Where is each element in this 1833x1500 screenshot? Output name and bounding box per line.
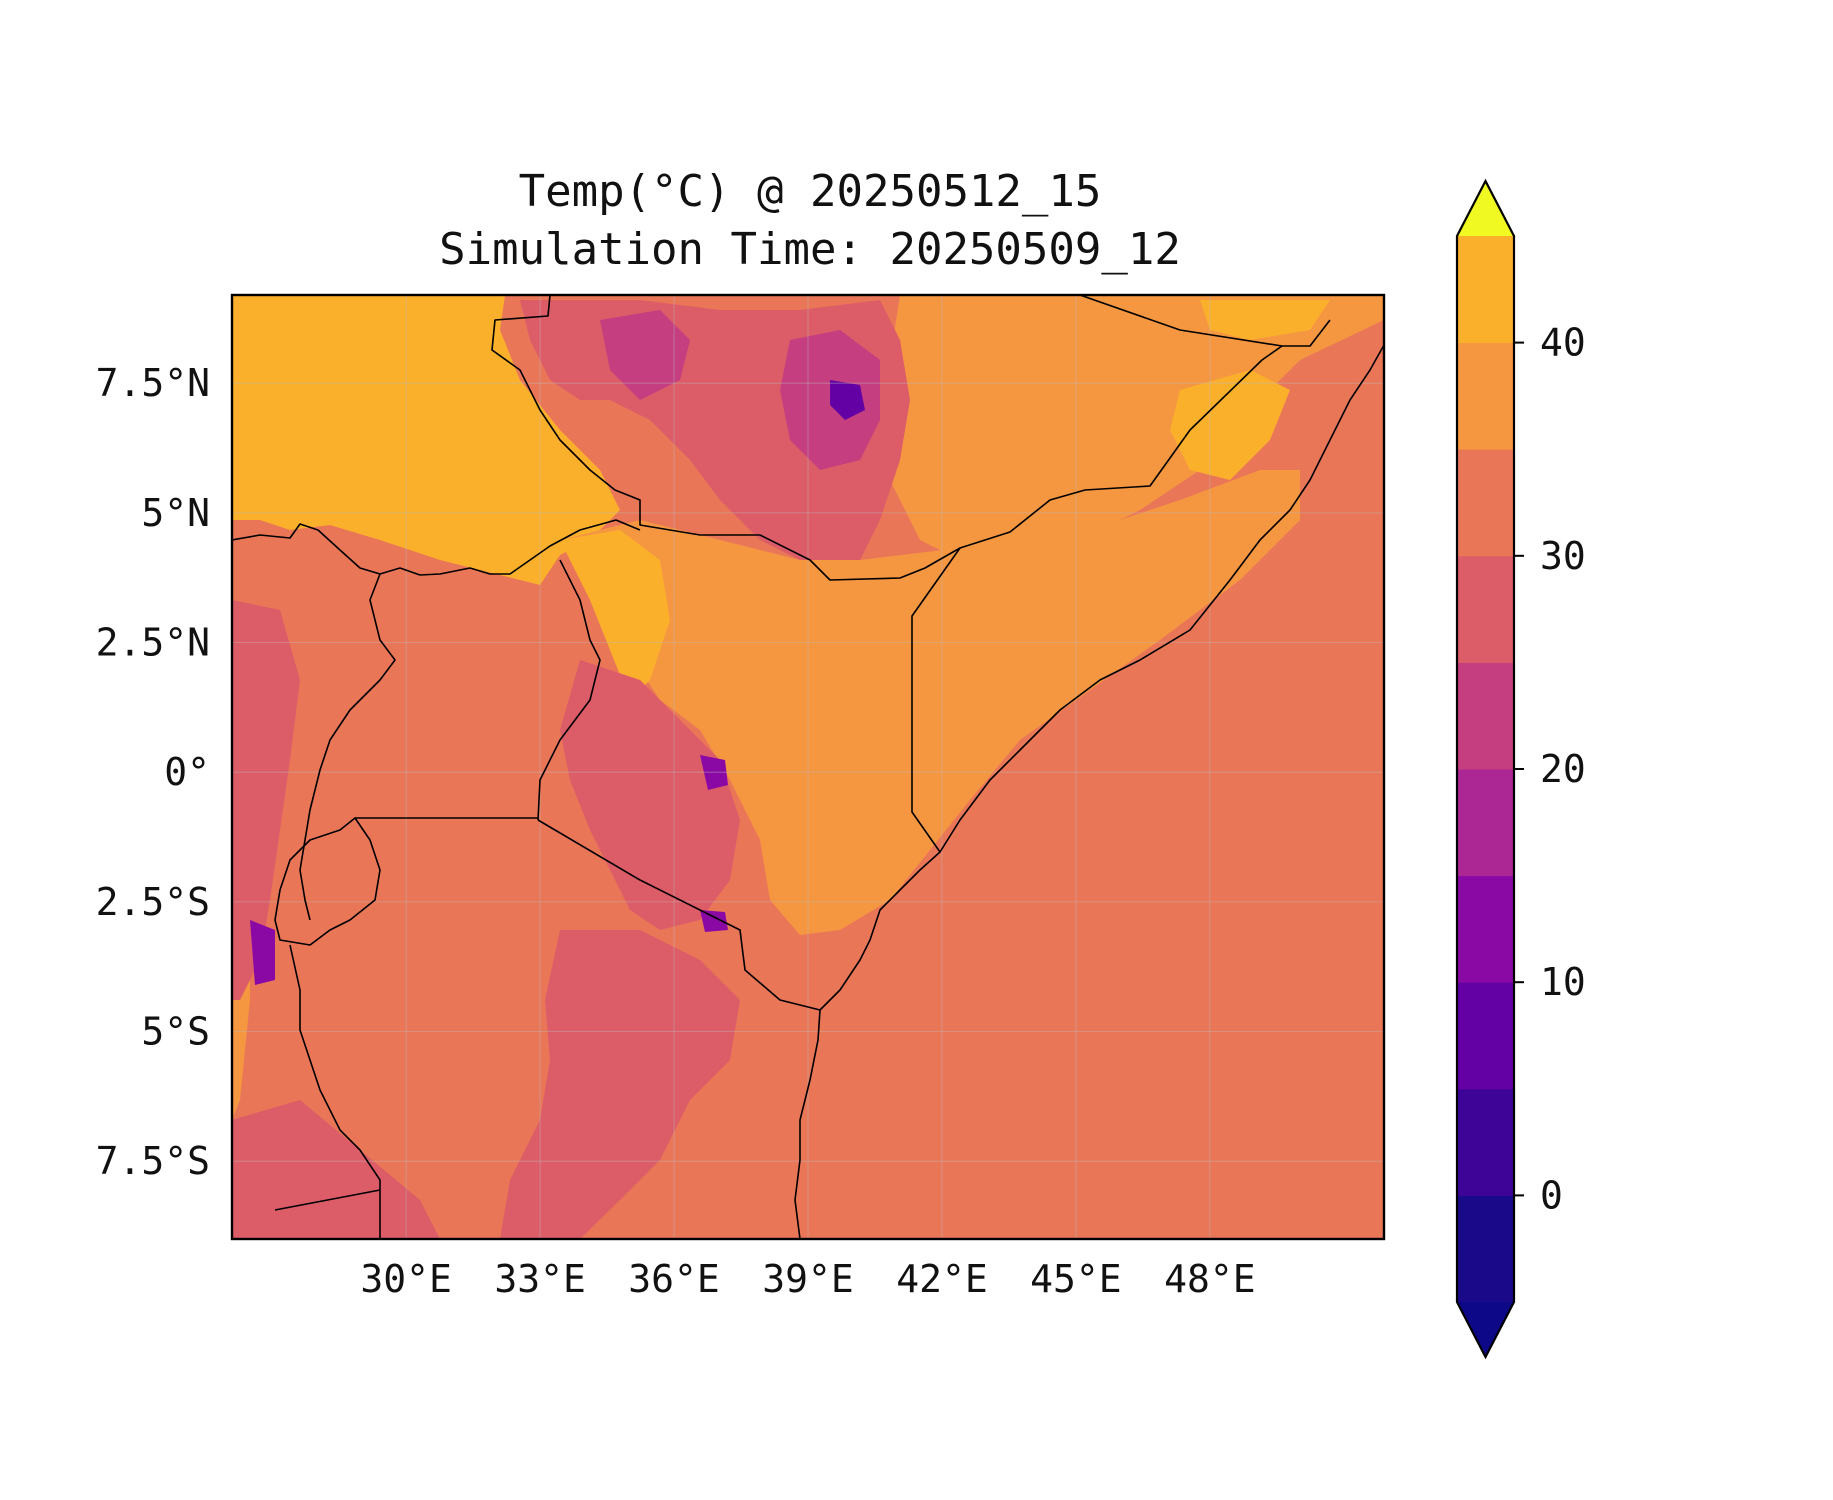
x-tick-label: 42°E xyxy=(896,1257,988,1301)
y-tick-label: 5°S xyxy=(141,1010,210,1054)
colorbar-extend-min xyxy=(1457,1302,1514,1357)
y-tick-label: 7.5°S xyxy=(96,1139,210,1183)
cool-zone-ethiopia-west xyxy=(600,310,690,400)
country-borders xyxy=(232,295,1384,1239)
cool-zone-tanzania-highlands xyxy=(500,930,740,1239)
border-uganda-drc xyxy=(299,573,396,921)
map-frame xyxy=(230,293,1386,1241)
colorbar-segment xyxy=(1457,662,1514,770)
colorbar-extend-max xyxy=(1457,181,1514,236)
colorbar-segment xyxy=(1457,555,1514,663)
hot-zone-northeast xyxy=(1200,300,1330,340)
y-tick-label: 5°N xyxy=(141,491,210,535)
colorbar xyxy=(1455,178,1516,1360)
y-tick-label: 7.5°N xyxy=(96,361,210,405)
coldest-zone-ethiopian-peak xyxy=(830,380,865,420)
colorbar-tick-label: 30 xyxy=(1540,534,1586,578)
colorbar-segment xyxy=(1457,982,1514,1090)
warm-zone-kenya-somalia xyxy=(560,470,1300,935)
cool-zone-albertine-rift xyxy=(232,600,300,1000)
colorbar-ticks: 0 10 20 30 40 xyxy=(1514,321,1586,1217)
colorbar-segment xyxy=(1457,1088,1514,1196)
colorbar-tick-label: 20 xyxy=(1540,747,1586,791)
border-kenya-somalia xyxy=(911,547,961,853)
coastline-somalia xyxy=(794,344,1384,1239)
hot-zone-ogaden xyxy=(1170,370,1290,480)
border-uganda-kenya xyxy=(537,559,601,821)
x-tick-label: 45°E xyxy=(1030,1257,1122,1301)
colorbar-segment xyxy=(1457,342,1514,450)
y-tick-label: 2.5°N xyxy=(96,621,210,665)
colorbar-tick-label: 40 xyxy=(1540,321,1586,365)
border-rwanda-burundi xyxy=(274,817,381,946)
x-tick-label: 30°E xyxy=(360,1257,452,1301)
border-kenya-tanzania xyxy=(537,819,821,1011)
x-tick-label: 33°E xyxy=(494,1257,586,1301)
y-tick-label: 0° xyxy=(164,750,210,794)
cool-zone-kenya-highlands xyxy=(560,660,740,930)
colorbar-tick-label: 10 xyxy=(1540,960,1586,1004)
mild-zone-west-uganda xyxy=(300,560,470,800)
hot-zone-lake-turkana xyxy=(560,530,670,700)
y-tick-label: 2.5°S xyxy=(96,880,210,924)
border-lake-tanganyika xyxy=(289,944,381,1239)
colorbar-segment xyxy=(1457,236,1514,344)
colorbar-segment xyxy=(1457,449,1514,557)
border-southwest xyxy=(274,1189,381,1211)
x-tick-label: 48°E xyxy=(1164,1257,1256,1301)
warm-zone-ethiopia-lowlands xyxy=(880,295,1384,560)
x-axis-ticks: 30°E 33°E 36°E 39°E 42°E 45°E 48°E xyxy=(360,1257,1255,1301)
colorbar-segment xyxy=(1457,875,1514,983)
x-tick-label: 36°E xyxy=(628,1257,720,1301)
colorbar-outline xyxy=(1455,178,1516,1360)
map-gridlines xyxy=(232,295,1384,1239)
colorbar-tick-label: 0 xyxy=(1540,1173,1563,1217)
border-ethiopia-somalia xyxy=(1079,295,1283,347)
border-sudan-south xyxy=(232,519,641,576)
cold-zone-rwenzori xyxy=(250,920,275,985)
title-line-2: Simulation Time: 20250509_12 xyxy=(439,224,1181,275)
colorbar-segment xyxy=(1457,1195,1514,1303)
border-sudan-ethiopia xyxy=(491,295,1331,581)
x-tick-label: 39°E xyxy=(762,1257,854,1301)
cool-zone-southwest xyxy=(232,1100,440,1239)
cold-zone-kilimanjaro xyxy=(700,910,728,932)
colorbar-segment xyxy=(1457,769,1514,877)
title-line-1: Temp(°C) @ 20250512_15 xyxy=(519,166,1102,217)
y-axis-ticks: 7.5°N 5°N 2.5°N 0° 2.5°S 5°S 7.5°S xyxy=(96,361,210,1183)
